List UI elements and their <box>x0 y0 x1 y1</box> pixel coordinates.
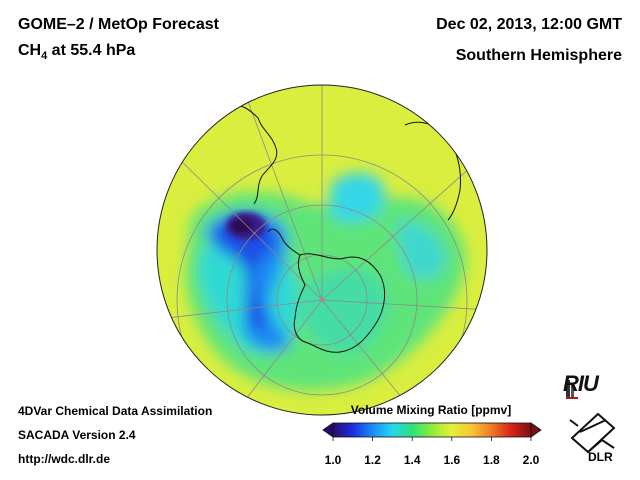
colorbar-tick-label: 1.0 <box>324 453 342 467</box>
field-cyan-blob-north <box>330 172 385 223</box>
colorbar-tick-label: 1.8 <box>483 453 500 467</box>
colorbar-tick-marks <box>332 437 532 441</box>
meridian-line <box>157 299 323 321</box>
globe-field <box>157 85 487 415</box>
species-subscript: 4 <box>41 50 48 63</box>
meridian-line <box>321 299 487 311</box>
colorbar-tick-label: 1.6 <box>443 453 461 467</box>
species-level: CH4 at 55.4 hPa <box>18 42 135 62</box>
colorbar-high-arrow <box>530 422 542 438</box>
south-america-coast <box>231 105 278 205</box>
methane-field <box>185 172 466 391</box>
field-minimum-center <box>231 218 253 234</box>
riu-logo-mark <box>566 380 578 399</box>
meridian-line <box>239 85 323 301</box>
pressure-level: at 55.4 hPa <box>47 42 136 59</box>
dlr-logo-text: DLR <box>588 450 613 464</box>
meridian-line <box>321 149 487 301</box>
riu-logo: RIU <box>563 371 599 396</box>
colorbar-title: Volume Mixing Ratio [ppmv] <box>350 403 512 417</box>
colorbar-low-arrow <box>322 422 334 438</box>
graticule <box>157 85 487 415</box>
colorbar-tick-label: 2.0 <box>522 453 540 467</box>
species-name: CH <box>18 42 42 59</box>
footer-url[interactable]: http://wdc.dlr.de <box>18 452 110 466</box>
footer-line-1: 4DVar Chemical Data Assimilation <box>18 404 213 418</box>
colorbar-tick-label: 1.4 <box>403 453 421 467</box>
coast-segment <box>199 100 233 109</box>
field-cyan-blob-east <box>395 222 445 279</box>
map-title: GOME–2 / MetOp Forecast <box>18 16 219 33</box>
meridian-line <box>159 139 323 301</box>
colorbar-tick-label: 1.2 <box>364 453 381 467</box>
globe-outline <box>156 84 488 416</box>
hemisphere-label: Southern Hemisphere <box>455 47 622 64</box>
south-pole-marker <box>320 298 324 302</box>
antarctica-coast <box>293 253 386 353</box>
antarctic-peninsula <box>267 228 301 256</box>
forecast-datetime: Dec 02, 2013, 12:00 GMT <box>436 16 622 33</box>
dlr-logo-icon <box>569 412 616 454</box>
footer-line-2: SACADA Version 2.4 <box>18 428 136 442</box>
colorbar <box>332 422 532 438</box>
field-deep-blue-core <box>214 215 277 331</box>
